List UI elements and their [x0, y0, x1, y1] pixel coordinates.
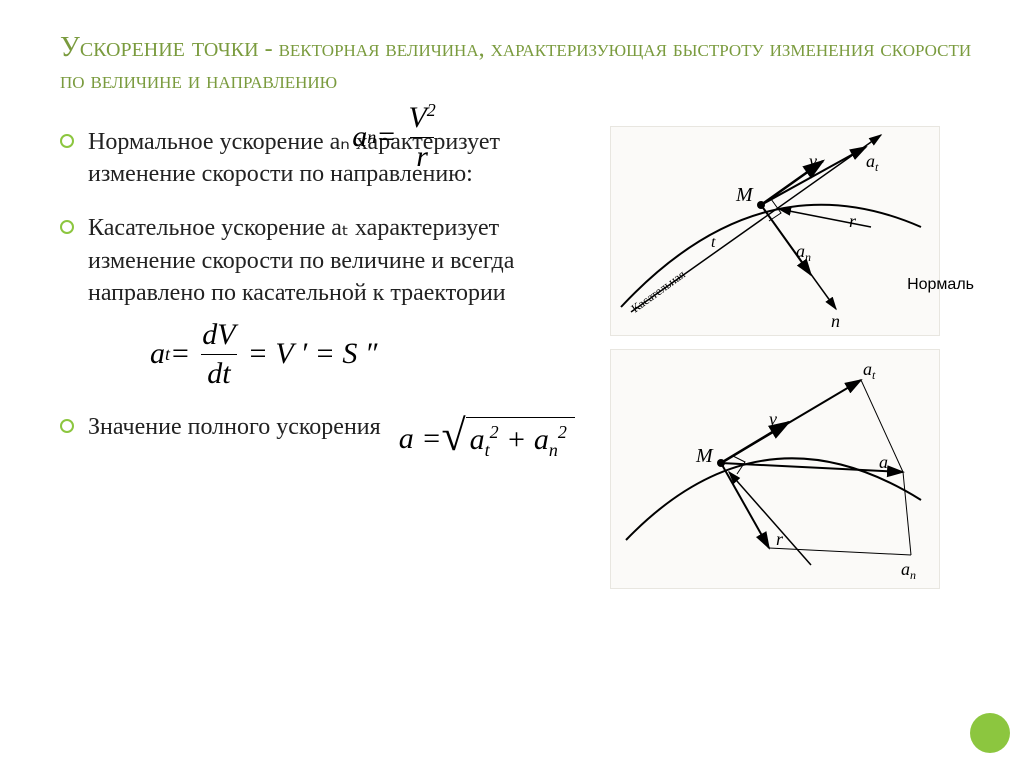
- f-atot-at: a: [470, 423, 485, 456]
- f-atot-exp2: 2: [558, 422, 567, 442]
- bullet-2: Касательное ускорение aₜ характеризует и…: [60, 212, 600, 309]
- diagram-1: M v at an r n t Касательная: [610, 126, 940, 336]
- f-an-eq: =: [376, 120, 396, 154]
- bullet-3-text: Значение полного ускорения: [88, 411, 381, 443]
- sqrt-wrap: √ at2 + an2: [441, 417, 574, 461]
- f-atot-tsub: t: [485, 440, 490, 460]
- corner-dot-icon: [970, 713, 1010, 753]
- diagram-2: M v at a an r: [610, 349, 940, 589]
- f-an-a: a: [352, 120, 367, 154]
- lbl2-r: r: [776, 529, 784, 549]
- lbl2-at: at: [863, 359, 876, 382]
- bullet-3: Значение полного ускорения a = √ at2 + a…: [60, 411, 600, 481]
- sqrt-icon: √: [441, 421, 465, 465]
- title-lead: Ускорение точки: [60, 32, 259, 63]
- lbl-t: t: [711, 234, 716, 251]
- lbl-an: an: [796, 241, 811, 264]
- lbl-v: v: [809, 151, 817, 171]
- f-an-num: V: [408, 101, 426, 134]
- f-at-num: dV: [196, 318, 241, 354]
- f-atot-lhs: a =: [399, 422, 442, 456]
- f-atot-plus: +: [506, 423, 534, 456]
- bullet-icon: [60, 419, 74, 433]
- lbl-at: at: [866, 151, 879, 174]
- f-at-den: dt: [201, 354, 236, 391]
- bullet-icon: [60, 134, 74, 148]
- f-at-a: a: [150, 337, 165, 371]
- bullet-2-text: Касательное ускорение aₜ характеризует и…: [88, 212, 600, 309]
- f-atot-an: a: [534, 423, 549, 456]
- right-column: M v at an r n t Касательная Нормаль: [610, 126, 984, 602]
- formula-at: at = dV dt = V ′ = S ″: [60, 318, 600, 391]
- bullet-icon: [60, 220, 74, 234]
- slide-title: Ускорение точки - векторная величина, ха…: [60, 30, 984, 98]
- formula-an: an = V2 r: [310, 100, 490, 174]
- f-an-sub: n: [367, 127, 376, 148]
- lbl2-v: v: [769, 409, 777, 429]
- f-at-frac: dV dt: [196, 318, 241, 391]
- lbl-normal: Нормаль: [907, 276, 974, 294]
- lbl2-M: M: [695, 445, 714, 467]
- lbl2-a: a: [879, 452, 888, 472]
- formula-atotal: a = √ at2 + an2: [399, 417, 575, 461]
- f-atot-nsub: n: [549, 440, 558, 460]
- f-an-numexp: 2: [427, 100, 436, 120]
- f-atot-exp1: 2: [490, 422, 499, 442]
- f-at-eq: =: [170, 337, 190, 371]
- lbl2-an: an: [901, 559, 916, 582]
- f-at-tail: = V ′ = S ″: [248, 337, 378, 371]
- lbl-n: n: [831, 311, 840, 331]
- f-an-den: r: [410, 137, 434, 174]
- f-an-frac: V2 r: [402, 100, 441, 174]
- lbl-r: r: [849, 211, 857, 231]
- left-column: Нормальное ускорение aₙ характеризует из…: [60, 126, 610, 602]
- lbl-M: M: [735, 184, 754, 206]
- sqrt-body: at2 + an2: [466, 417, 575, 461]
